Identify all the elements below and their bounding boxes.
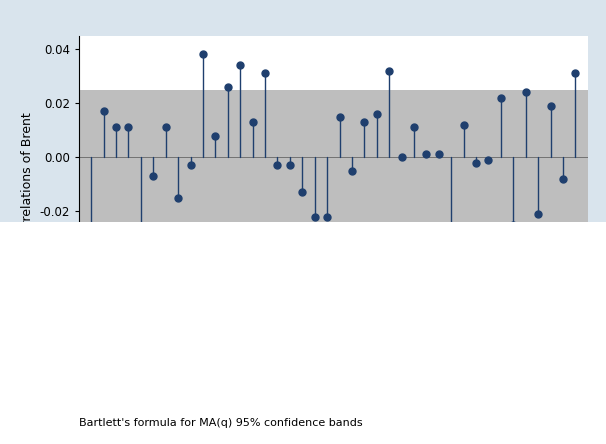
Y-axis label: Autocorrelations of Brent: Autocorrelations of Brent (21, 112, 34, 270)
Bar (79, 90, 588, 225)
X-axis label: Lag: Lag (322, 374, 345, 387)
Text: Bartlett's formula for MA(q) 95% confidence bands: Bartlett's formula for MA(q) 95% confide… (79, 418, 362, 428)
Text: Bartlett's formula for MA(q) 95% confidence bands: Bartlett's formula for MA(q) 95% confide… (79, 418, 362, 428)
